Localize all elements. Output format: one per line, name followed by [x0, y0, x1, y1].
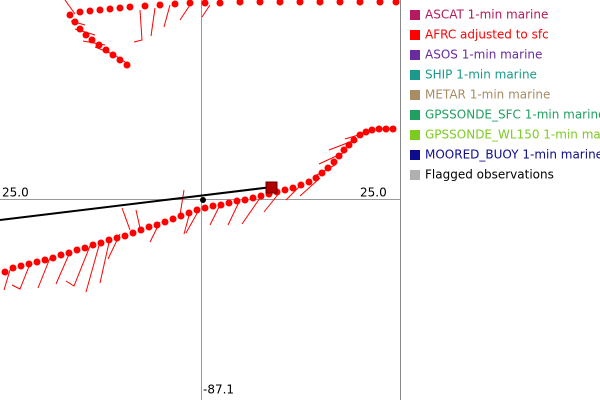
legend-label: METAR 1-min marine — [425, 88, 550, 102]
current-position — [265, 181, 278, 194]
legend-swatch — [410, 110, 420, 120]
wind-barbs — [3, 0, 366, 293]
legend-label: GPSSONDE_WL150 1-min marine — [425, 128, 600, 142]
legend-label: MOORED_BUOY 1-min marine — [425, 148, 600, 162]
legend-swatch — [410, 10, 420, 20]
lat-label: 25.0 — [2, 186, 29, 200]
legend-swatch — [410, 70, 420, 80]
legend-swatch — [410, 170, 420, 180]
legend-swatch — [410, 150, 420, 160]
legend-label: GPSSONDE_SFC 1-min marine — [425, 108, 600, 122]
legend-swatch — [410, 90, 420, 100]
lat-label: 25.0 — [360, 186, 387, 200]
legend-label: ASCAT 1-min marine — [425, 8, 548, 22]
observation-dots — [1, 0, 400, 276]
legend-swatch — [410, 30, 420, 40]
legend-label: AFRC adjusted to sfc — [425, 28, 549, 42]
legend-label: Flagged observations — [425, 168, 554, 182]
legend-label: SHIP 1-min marine — [425, 68, 537, 82]
legend-swatch — [410, 130, 420, 140]
legend-label: ASOS 1-min marine — [425, 48, 542, 62]
track-line — [0, 186, 273, 221]
legend-swatch — [410, 50, 420, 60]
center-point — [200, 197, 206, 203]
lon-label: -87.1 — [203, 383, 234, 397]
